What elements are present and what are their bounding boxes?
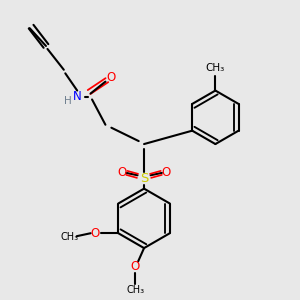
Text: CH₃: CH₃ [126, 285, 144, 295]
Text: O: O [117, 167, 126, 179]
Text: O: O [162, 167, 171, 179]
Text: CH₃: CH₃ [60, 232, 78, 242]
Text: CH₃: CH₃ [206, 63, 225, 73]
Text: N: N [73, 90, 82, 103]
Text: O: O [90, 227, 99, 240]
Text: O: O [130, 260, 140, 273]
Text: O: O [107, 71, 116, 84]
Text: S: S [140, 172, 148, 185]
Text: H: H [64, 96, 72, 106]
